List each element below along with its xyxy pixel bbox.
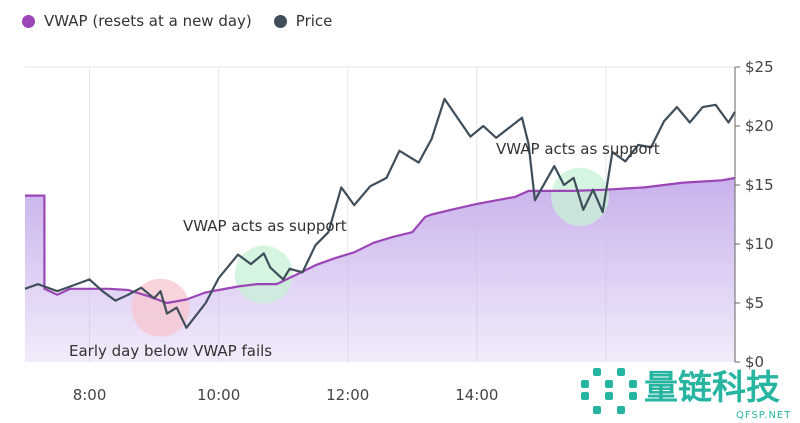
qfsp-logo-mark-icon xyxy=(581,368,637,414)
annotation-label: VWAP acts as support xyxy=(496,140,660,158)
annotation-label: Early day below VWAP fails xyxy=(69,342,272,360)
legend-item-price[interactable]: Price xyxy=(273,12,333,30)
vwap-area-fill xyxy=(25,177,735,362)
highlight-circle-green xyxy=(234,245,293,304)
price-line xyxy=(24,97,736,329)
qfsp-logo-watermark: 量链科技 QFSP.NET xyxy=(581,368,791,421)
vwap-area xyxy=(25,177,735,362)
legend-marker-price xyxy=(273,14,287,28)
legend-marker-vwap xyxy=(22,14,35,28)
y-tick-label: $10 xyxy=(745,235,774,253)
x-tick-label: 14:00 xyxy=(455,386,498,404)
legend-label-vwap: VWAP (resets at a new day) xyxy=(44,12,252,30)
axes: 8:00 10:00 12:00 14:00 $0 $5 $10 $15 $20 $25 xyxy=(73,58,774,404)
y-tick-label: $0 xyxy=(745,353,764,371)
annotations: Early day below VWAP fails VWAP acts as s… xyxy=(69,140,660,360)
y-tick-label: $20 xyxy=(745,117,774,135)
y-tick-label: $15 xyxy=(745,176,774,194)
x-tick-label: 8:00 xyxy=(73,386,107,404)
legend-label-price: Price xyxy=(295,12,333,30)
annotation-label: VWAP acts as support xyxy=(183,217,347,235)
x-tick-label: 12:00 xyxy=(326,386,369,404)
y-tick-label: $5 xyxy=(745,294,764,312)
legend-item-vwap[interactable]: VWAP (resets at a new day) xyxy=(22,12,252,30)
highlight-circle-red xyxy=(131,278,190,337)
chart-legend: VWAP (resets at a new day) Price xyxy=(22,12,332,30)
watermark-main-text: 量链科技 xyxy=(644,368,780,408)
watermark-sub-text: QFSP.NET xyxy=(736,410,791,421)
vwap-line xyxy=(25,176,736,305)
y-tick-label: $25 xyxy=(745,58,774,76)
x-tick-label: 10:00 xyxy=(197,386,240,404)
series-lines xyxy=(24,97,736,329)
